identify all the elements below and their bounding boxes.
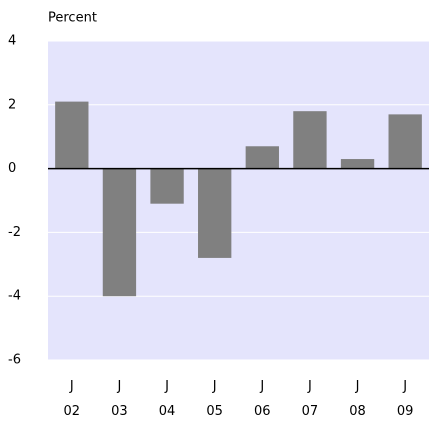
x-tick-label: J 09 xyxy=(397,379,414,419)
x-tick-label-line: J xyxy=(307,379,312,394)
x-tick-label: J 04 xyxy=(159,379,176,419)
x-tick-label-line: J xyxy=(259,379,264,394)
x-tick-label-line: J xyxy=(402,379,407,394)
y-tick-label: 0 xyxy=(8,161,16,176)
x-tick-label-line: 02 xyxy=(64,404,81,419)
x-tick-label-line: J xyxy=(164,379,169,394)
y-tick-label: 2 xyxy=(8,97,16,112)
bar xyxy=(198,168,232,258)
bar xyxy=(102,168,137,297)
x-tick-label-line: 05 xyxy=(206,404,223,419)
x-tick-label: J 05 xyxy=(206,379,223,419)
x-tick-label-line: J xyxy=(355,379,360,394)
x-tick-label: J 03 xyxy=(111,379,128,419)
y-tick-label: -4 xyxy=(8,289,21,304)
x-tick-label: J 02 xyxy=(64,379,81,419)
bar xyxy=(293,111,327,169)
y-tick-label: -6 xyxy=(8,353,21,368)
x-tick-label-line: 07 xyxy=(302,404,319,419)
bar xyxy=(388,114,422,169)
x-tick-label-line: 09 xyxy=(397,404,414,419)
x-tick-label-line: J xyxy=(69,379,74,394)
bar xyxy=(55,101,89,169)
y-tick-label: -2 xyxy=(8,225,21,240)
x-tick-label: J 06 xyxy=(254,379,271,419)
bar xyxy=(150,168,184,204)
x-tick-label-line: J xyxy=(212,379,217,394)
x-tick-label: J 08 xyxy=(349,379,366,419)
bar xyxy=(245,146,279,169)
y-tick-label: 4 xyxy=(8,34,16,49)
x-tick-label-line: J xyxy=(117,379,122,394)
y-axis-label: Percent xyxy=(48,11,97,26)
x-tick-label-line: 03 xyxy=(111,404,128,419)
x-tick-label-line: 06 xyxy=(254,404,271,419)
x-tick-label-line: 08 xyxy=(349,404,366,419)
x-tick-label-line: 04 xyxy=(159,404,176,419)
bar xyxy=(340,159,375,169)
x-tick-label: J 07 xyxy=(302,379,319,419)
